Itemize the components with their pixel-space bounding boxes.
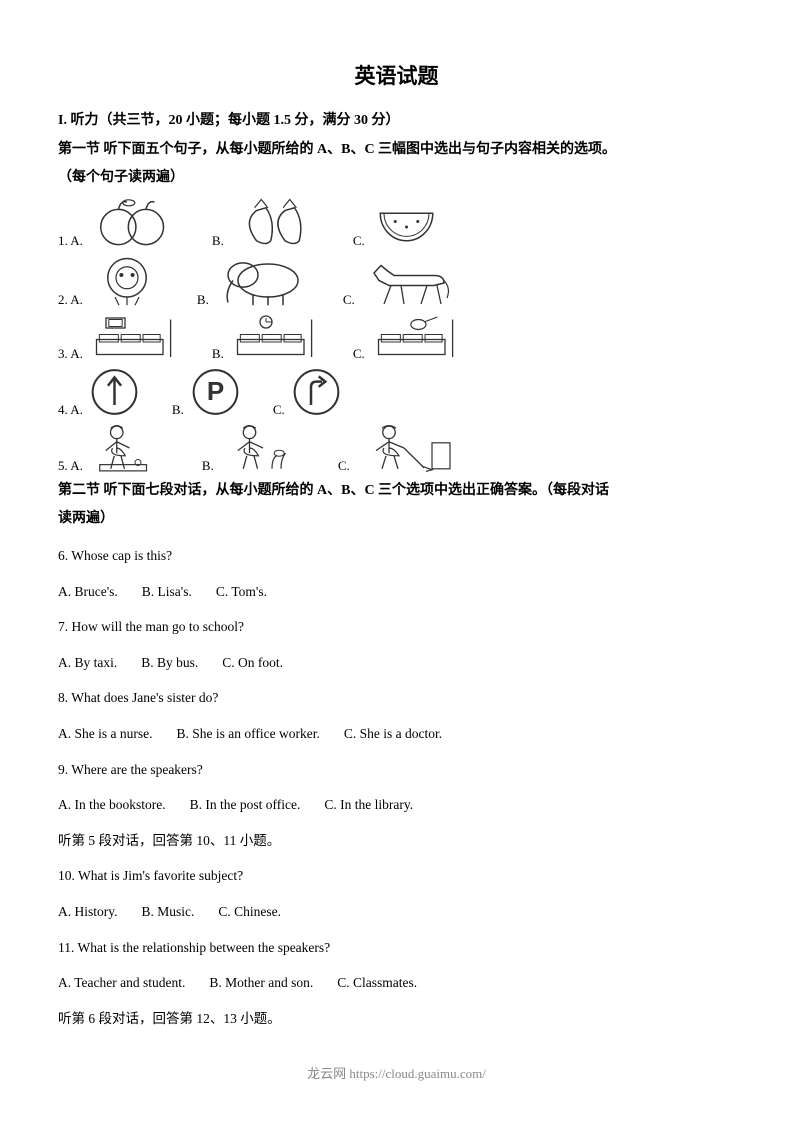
option: B. Lisa's. (142, 581, 192, 603)
svg-text:P: P (207, 376, 224, 406)
sofa-clock-icon (228, 312, 323, 362)
option: B. Mother and son. (209, 972, 313, 994)
image-option: 3. A. (58, 312, 212, 362)
sign-p-icon: P (188, 366, 243, 418)
strawberries-icon (228, 194, 323, 249)
exam-page: 英语试题 I. 听力（共三节，20 小题；每小题 1.5 分，满分 30 分） … (0, 0, 793, 1083)
option-label: B. (212, 346, 224, 362)
answer-options: A. She is a nurse. B. She is an office wo… (58, 723, 735, 745)
text-questions-2: 10. What is Jim's favorite subject? A. Hi… (58, 865, 735, 993)
option: A. History. (58, 901, 118, 923)
option: A. She is a nurse. (58, 723, 153, 745)
option: A. Bruce's. (58, 581, 118, 603)
image-option: C. (343, 258, 489, 308)
section1-header: I. 听力（共三节，20 小题；每小题 1.5 分，满分 30 分） (58, 108, 735, 135)
sign-up-icon (87, 366, 142, 418)
option-label: B. (202, 458, 214, 474)
question-text: 10. What is Jim's favorite subject? (58, 865, 735, 887)
option-label: 1. A. (58, 233, 83, 249)
option: C. On foot. (222, 652, 283, 674)
answer-options: A. Teacher and student. B. Mother and son… (58, 972, 735, 994)
image-option: B. (212, 194, 353, 249)
watermelon-icon (369, 194, 444, 249)
option-label: 5. A. (58, 458, 83, 474)
image-row-5: 5. A. B. C. (58, 422, 735, 474)
option: B. Music. (142, 901, 195, 923)
option: C. Classmates. (337, 972, 417, 994)
answer-options: A. History. B. Music. C. Chinese. (58, 901, 735, 923)
option: B. In the post office. (190, 794, 301, 816)
image-row-1: 1. A. B. C. (58, 194, 735, 249)
elephant-icon (213, 253, 313, 308)
part1-line1: 第一节 听下面五个句子，从每小题所给的 A、B、C 三幅图中选出与句子内容相关的… (58, 137, 735, 164)
part2-line1: 第二节 听下面七段对话，从每小题所给的 A、B、C 三个选项中选出正确答案。（每… (58, 478, 735, 505)
horse-icon (359, 258, 459, 308)
option-label: C. (338, 458, 350, 474)
apples-icon (87, 194, 182, 249)
option: C. In the library. (324, 794, 413, 816)
footer: 龙云网 https://cloud.guaimu.com/ (0, 1063, 793, 1082)
note-5: 听第 5 段对话，回答第 10、11 小题。 (58, 830, 735, 852)
image-option: 1. A. (58, 194, 212, 249)
image-option: B. P (172, 366, 273, 418)
option: C. She is a doctor. (344, 723, 442, 745)
answer-options: A. By taxi. B. By bus. C. On foot. (58, 652, 735, 674)
question-text: 11. What is the relationship between the… (58, 937, 735, 959)
option-label: B. (197, 292, 209, 308)
option: A. By taxi. (58, 652, 117, 674)
image-option: C. (273, 366, 374, 418)
girl-plant-icon (218, 422, 308, 474)
answer-options: A. In the bookstore. B. In the post offic… (58, 794, 735, 816)
question-text: 8. What does Jane's sister do? (58, 687, 735, 709)
image-option: C. (338, 422, 484, 474)
image-option: 5. A. (58, 422, 202, 474)
image-option: C. (353, 194, 474, 249)
image-option: B. (197, 253, 343, 308)
option-label: C. (353, 346, 365, 362)
option: A. In the bookstore. (58, 794, 166, 816)
image-option: B. (212, 312, 353, 362)
option-label: 4. A. (58, 402, 83, 418)
option-label: B. (172, 402, 184, 418)
image-row-2: 2. A. B. C. (58, 253, 735, 308)
image-option: B. (202, 422, 338, 474)
image-row-4: 4. A. B. PC. (58, 366, 735, 418)
image-option: C. (353, 312, 494, 362)
sofa-guitar-icon (369, 312, 464, 362)
image-row-3: 3. A. B. C. (58, 312, 735, 362)
sign-right-icon (289, 366, 344, 418)
lion-icon (87, 253, 167, 308)
option-label: 3. A. (58, 346, 83, 362)
question-text: 9. Where are the speakers? (58, 759, 735, 781)
option: A. Teacher and student. (58, 972, 185, 994)
question-text: 7. How will the man go to school? (58, 616, 735, 638)
note-6: 听第 6 段对话，回答第 12、13 小题。 (58, 1008, 735, 1030)
option-label: B. (212, 233, 224, 249)
part2-line2: 读两遍） (58, 506, 735, 533)
option-label: C. (353, 233, 365, 249)
option-label: C. (273, 402, 285, 418)
image-option: 4. A. (58, 366, 172, 418)
sofa-tv-icon (87, 312, 182, 362)
option-label: 2. A. (58, 292, 83, 308)
page-title: 英语试题 (58, 60, 735, 90)
option: B. She is an office worker. (177, 723, 320, 745)
option: C. Tom's. (216, 581, 267, 603)
image-questions: 1. A. B. C. 2. A. (58, 194, 735, 474)
option-label: C. (343, 292, 355, 308)
answer-options: A. Bruce's. B. Lisa's. C. Tom's. (58, 581, 735, 603)
option: B. By bus. (141, 652, 198, 674)
question-text: 6. Whose cap is this? (58, 545, 735, 567)
image-option: 2. A. (58, 253, 197, 308)
part1-line2: （每个句子读两遍） (58, 165, 735, 192)
option: C. Chinese. (218, 901, 281, 923)
girl-clean-icon (354, 422, 454, 474)
text-questions: 6. Whose cap is this? A. Bruce's. B. Lisa'… (58, 545, 735, 816)
girl-garden-icon (87, 422, 172, 474)
